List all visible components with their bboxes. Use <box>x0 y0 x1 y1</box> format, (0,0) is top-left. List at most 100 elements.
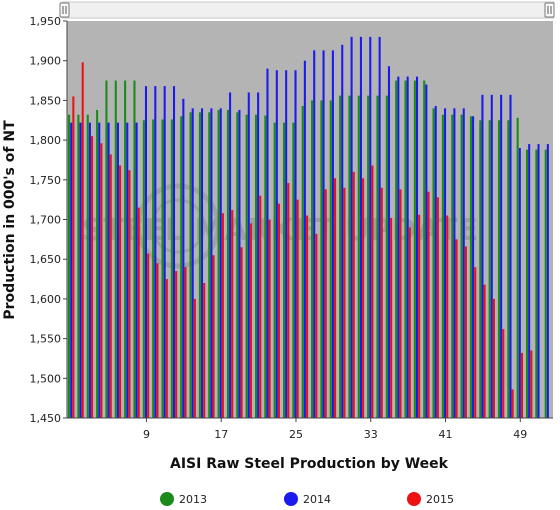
bar-2015-week-20[interactable] <box>249 223 252 418</box>
bar-2014-week-20[interactable] <box>247 92 250 419</box>
bar-2014-week-41[interactable] <box>444 108 447 418</box>
range-slider-handle-left[interactable] <box>59 2 70 18</box>
bar-2013-week-6[interactable] <box>114 80 117 419</box>
bar-2013-week-5[interactable] <box>105 80 108 419</box>
bar-2013-week-41[interactable] <box>441 114 444 418</box>
bar-2014-week-27[interactable] <box>313 50 316 418</box>
bar-2014-week-42[interactable] <box>453 108 456 418</box>
bar-2013-week-52[interactable] <box>544 149 547 418</box>
bar-2013-week-10[interactable] <box>152 119 155 419</box>
bar-2013-week-2[interactable] <box>77 114 80 418</box>
bar-2014-week-43[interactable] <box>462 108 465 418</box>
bar-2013-week-43[interactable] <box>460 114 463 418</box>
bar-2013-week-3[interactable] <box>86 114 89 418</box>
bar-2013-week-44[interactable] <box>469 116 472 418</box>
bar-2014-week-26[interactable] <box>303 60 306 418</box>
bar-2015-week-26[interactable] <box>305 215 309 418</box>
bar-2015-week-8[interactable] <box>137 207 140 418</box>
bar-2015-week-19[interactable] <box>240 247 243 418</box>
bar-2014-week-29[interactable] <box>331 50 334 418</box>
bar-2013-week-46[interactable] <box>488 120 491 418</box>
bar-2014-week-17[interactable] <box>219 108 222 418</box>
bar-2014-week-18[interactable] <box>229 92 232 419</box>
bar-2015-week-24[interactable] <box>287 182 290 418</box>
bar-2015-week-28[interactable] <box>324 189 327 418</box>
bar-2014-week-40[interactable] <box>434 105 437 419</box>
bar-2013-week-22[interactable] <box>264 115 267 419</box>
bar-2015-week-46[interactable] <box>492 298 495 418</box>
bar-2014-week-22[interactable] <box>266 68 269 418</box>
bar-2013-week-50[interactable] <box>525 149 529 418</box>
bar-2015-week-2[interactable] <box>81 62 84 418</box>
legend-label-2013[interactable]: 2013 <box>179 493 207 506</box>
bar-2013-week-36[interactable] <box>395 80 398 419</box>
legend-marker-2014[interactable] <box>284 492 298 506</box>
bar-2013-week-23[interactable] <box>273 122 276 418</box>
bar-2013-week-51[interactable] <box>535 149 538 418</box>
bar-2014-week-48[interactable] <box>509 94 512 418</box>
bar-2013-week-7[interactable] <box>124 80 127 419</box>
bar-2013-week-19[interactable] <box>236 112 239 418</box>
bar-2013-week-31[interactable] <box>348 95 351 418</box>
bar-2014-week-23[interactable] <box>275 70 278 418</box>
bar-2013-week-15[interactable] <box>198 112 201 418</box>
bar-2015-week-31[interactable] <box>352 171 355 418</box>
bar-2014-week-51[interactable] <box>537 144 540 418</box>
bar-2013-week-24[interactable] <box>282 122 286 418</box>
bar-2015-week-34[interactable] <box>380 187 383 418</box>
bar-2015-week-12[interactable] <box>175 271 178 418</box>
bar-2014-week-39[interactable] <box>425 84 428 419</box>
bar-2015-week-14[interactable] <box>193 298 196 418</box>
bar-2013-week-13[interactable] <box>180 116 183 418</box>
legend-label-2015[interactable]: 2015 <box>426 493 454 506</box>
bar-2014-week-15[interactable] <box>201 108 204 418</box>
bar-2013-week-1[interactable] <box>68 114 71 418</box>
bar-2014-week-35[interactable] <box>387 66 391 418</box>
bar-2015-week-15[interactable] <box>203 283 206 418</box>
bar-2014-week-46[interactable] <box>490 94 493 418</box>
bar-2013-week-28[interactable] <box>320 100 323 419</box>
bar-2015-week-5[interactable] <box>109 154 112 418</box>
bar-2015-week-18[interactable] <box>231 209 234 418</box>
bar-2013-week-49[interactable] <box>516 117 519 419</box>
bar-2015-week-9[interactable] <box>147 253 150 418</box>
bar-2014-week-1[interactable] <box>70 122 73 418</box>
bar-2013-week-21[interactable] <box>254 114 258 418</box>
bar-2013-week-4[interactable] <box>96 109 99 419</box>
bar-2013-week-26[interactable] <box>301 105 304 419</box>
bar-2013-week-18[interactable] <box>226 109 229 419</box>
bar-2013-week-17[interactable] <box>217 109 220 419</box>
bar-2013-week-33[interactable] <box>367 95 370 418</box>
bar-2014-week-21[interactable] <box>257 92 260 419</box>
bar-2013-week-39[interactable] <box>423 80 426 419</box>
bar-2013-week-37[interactable] <box>404 80 407 419</box>
bar-2015-week-23[interactable] <box>277 203 280 418</box>
bar-2014-week-12[interactable] <box>172 86 176 419</box>
bar-2013-week-32[interactable] <box>357 95 360 418</box>
bar-2014-week-8[interactable] <box>135 122 138 418</box>
bar-2013-week-9[interactable] <box>142 120 145 418</box>
bar-2014-week-30[interactable] <box>341 44 344 418</box>
bar-2015-week-7[interactable] <box>128 170 131 418</box>
bar-2015-week-37[interactable] <box>408 227 411 418</box>
bar-2014-week-6[interactable] <box>116 122 119 418</box>
bar-2015-week-10[interactable] <box>156 263 159 418</box>
bar-2015-week-11[interactable] <box>165 279 168 418</box>
bar-2014-week-2[interactable] <box>79 122 82 418</box>
bar-2013-week-12[interactable] <box>170 119 173 419</box>
bar-2014-week-34[interactable] <box>378 36 381 418</box>
bar-2013-week-42[interactable] <box>451 114 454 418</box>
bar-2014-week-14[interactable] <box>191 108 194 418</box>
bar-2014-week-13[interactable] <box>182 98 185 418</box>
bar-2015-week-36[interactable] <box>399 189 402 418</box>
bar-2014-week-16[interactable] <box>210 108 213 418</box>
bar-2015-week-41[interactable] <box>446 215 449 418</box>
bar-2014-week-28[interactable] <box>322 50 325 418</box>
bar-2015-week-16[interactable] <box>212 255 215 418</box>
bar-2013-week-16[interactable] <box>208 112 211 418</box>
bar-2014-week-10[interactable] <box>154 86 157 419</box>
bar-2015-week-38[interactable] <box>418 214 421 418</box>
bar-2015-week-50[interactable] <box>530 350 533 418</box>
bar-2013-week-40[interactable] <box>432 108 435 418</box>
bar-2015-week-27[interactable] <box>315 233 318 418</box>
